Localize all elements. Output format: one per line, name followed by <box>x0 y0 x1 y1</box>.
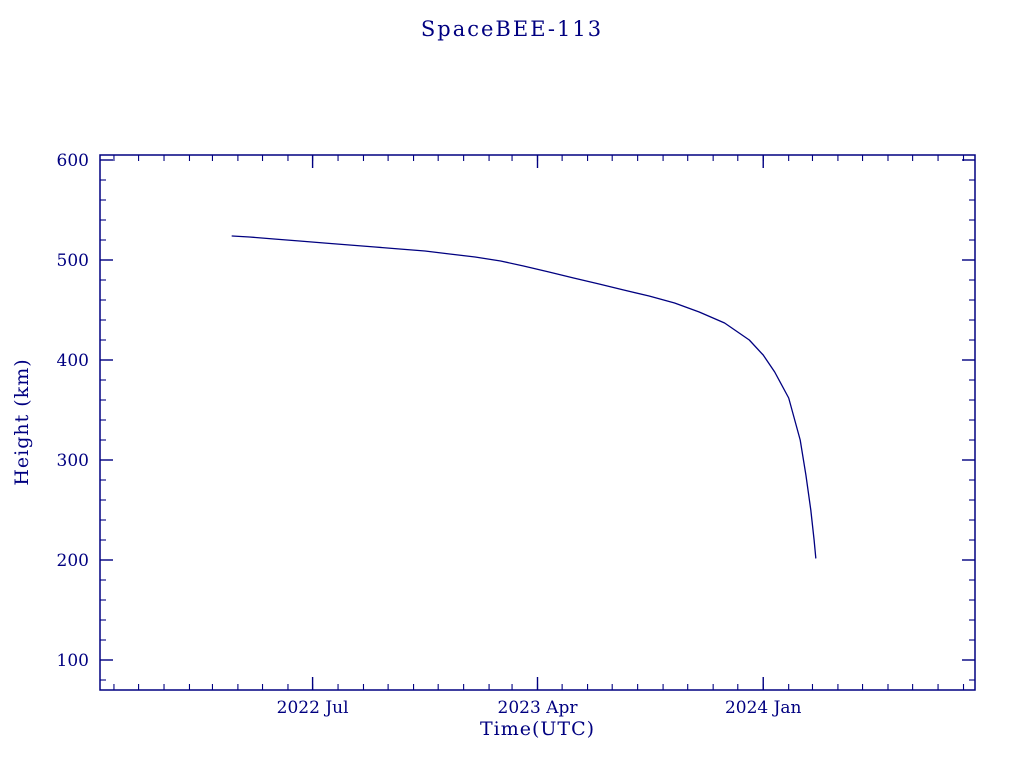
chart-title: SpaceBEE-113 <box>420 17 604 41</box>
y-tick-label: 100 <box>57 651 89 671</box>
x-tick-label: 2023 Apr <box>498 698 579 718</box>
y-tick-label: 300 <box>57 451 89 471</box>
y-tick-label: 600 <box>57 151 89 171</box>
y-tick-label: 200 <box>57 551 89 571</box>
x-tick-label: 2024 Jan <box>725 698 802 718</box>
y-tick-label: 500 <box>57 251 89 271</box>
height-curve <box>231 235 817 559</box>
y-tick-label: 400 <box>57 351 89 371</box>
plot-frame <box>99 154 976 691</box>
x-axis-label: Time(UTC) <box>479 718 596 740</box>
x-tick-label: 2022 Jul <box>277 698 349 718</box>
